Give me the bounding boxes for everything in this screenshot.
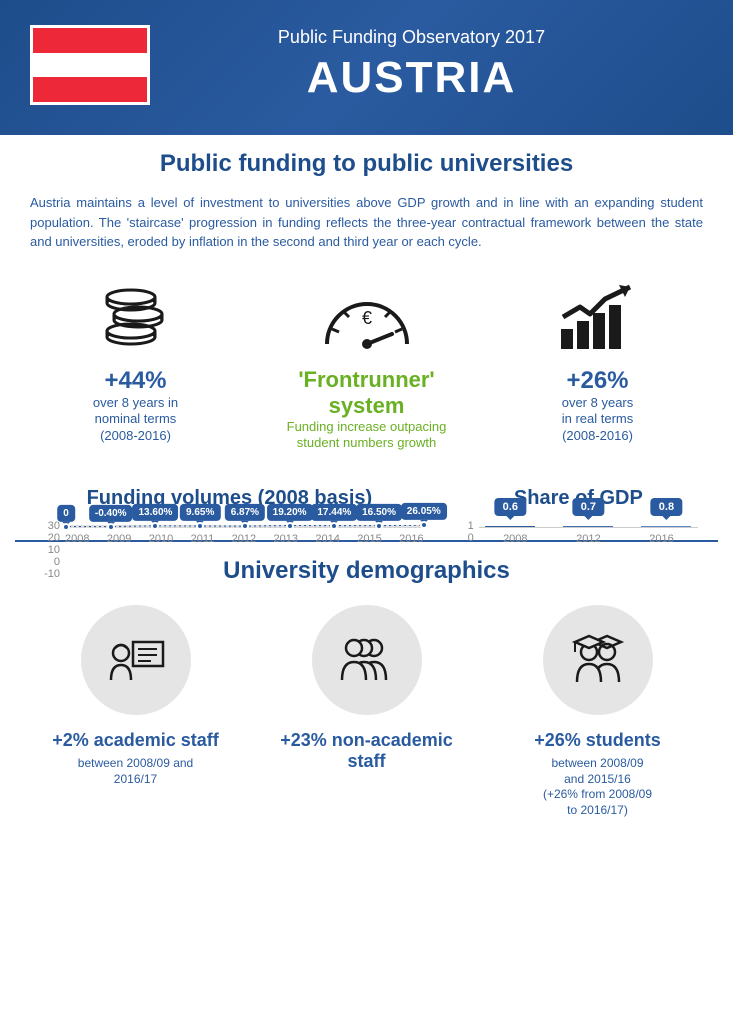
section-title: Public funding to public universities bbox=[30, 150, 703, 178]
data-label: -0.40% bbox=[89, 505, 133, 522]
x-tick: 2015 bbox=[357, 533, 381, 553]
data-point bbox=[330, 522, 338, 530]
data-point bbox=[375, 522, 383, 530]
bar-x-tick: 2016 bbox=[649, 533, 673, 553]
y-tick: -10 bbox=[30, 568, 60, 580]
coins-icon bbox=[30, 277, 241, 357]
demo-value: +23% non-academic staff bbox=[261, 730, 472, 772]
funding-chart: Funding volumes (2008 basis) 3020100-10 … bbox=[30, 487, 429, 520]
bar: 0.7 bbox=[563, 526, 613, 527]
demographics-title: University demographics bbox=[30, 557, 703, 585]
x-tick: 2009 bbox=[107, 533, 131, 553]
data-point bbox=[196, 522, 204, 530]
data-point bbox=[107, 523, 115, 531]
growth-chart-icon bbox=[492, 277, 703, 357]
header-title: AUSTRIA bbox=[120, 53, 703, 103]
svg-text:€: € bbox=[361, 308, 371, 328]
y-axis: 3020100-10 bbox=[30, 520, 60, 528]
header-subtitle: Public Funding Observatory 2017 bbox=[120, 27, 703, 48]
demographics-row: +2% academic staff between 2008/09 and 2… bbox=[30, 605, 703, 818]
data-point bbox=[241, 522, 249, 530]
bar-value-label: 0.8 bbox=[651, 498, 682, 516]
data-label: 9.65% bbox=[180, 504, 220, 521]
header-text-block: Public Funding Observatory 2017 AUSTRIA bbox=[120, 27, 703, 103]
charts-row: Funding volumes (2008 basis) 3020100-10 … bbox=[0, 487, 733, 540]
data-label: 0 bbox=[57, 505, 75, 522]
x-axis: 2008 2009 2010 2011 2012 2013 2014 2015 2016 bbox=[65, 533, 424, 553]
demo-nonacademic: +23% non-academic staff bbox=[261, 605, 472, 818]
academic-staff-icon bbox=[81, 605, 191, 715]
demo-sub: between 2008/09 and 2015/16 (+26% from 2… bbox=[492, 756, 703, 818]
x-tick: 2014 bbox=[315, 533, 339, 553]
intro-paragraph: Austria maintains a level of investment … bbox=[30, 193, 703, 252]
demo-value: +2% academic staff bbox=[30, 730, 241, 751]
stat-label: over 8 years in real terms (2008-2016) bbox=[492, 395, 703, 446]
data-point bbox=[62, 523, 70, 531]
bar-chart-area: 10 0.6 0.7 0.8 2008 2012 2016 bbox=[454, 520, 703, 553]
data-label: 16.50% bbox=[356, 504, 402, 521]
funding-section: Public funding to public universities Au… bbox=[0, 135, 733, 487]
bar-y-tick: 1 bbox=[454, 520, 474, 532]
data-point bbox=[286, 522, 294, 530]
data-label: 26.05% bbox=[401, 503, 447, 520]
demo-sub: between 2008/09 and 2016/17 bbox=[30, 756, 241, 787]
demographics-section: University demographics +2% academic sta… bbox=[0, 542, 733, 833]
x-tick: 2011 bbox=[191, 533, 215, 553]
bar-y-tick: 0 bbox=[454, 532, 474, 544]
bar-x-tick: 2008 bbox=[503, 533, 527, 553]
stats-row: +44% over 8 years in nominal terms (2008… bbox=[30, 277, 703, 453]
x-tick: 2016 bbox=[399, 533, 423, 553]
data-label: 13.60% bbox=[132, 504, 178, 521]
bar: 0.8 bbox=[641, 526, 691, 528]
header-banner: Public Funding Observatory 2017 AUSTRIA bbox=[0, 0, 733, 135]
stat-value: 'Frontrunner' system bbox=[261, 367, 472, 419]
stat-value: +44% bbox=[30, 367, 241, 395]
non-academic-staff-icon bbox=[312, 605, 422, 715]
students-icon bbox=[543, 605, 653, 715]
x-tick: 2013 bbox=[274, 533, 298, 553]
data-label: 17.44% bbox=[311, 504, 357, 521]
stat-nominal: +44% over 8 years in nominal terms (2008… bbox=[30, 277, 241, 446]
data-point bbox=[151, 522, 159, 530]
demo-students: +26% students between 2008/09 and 2015/1… bbox=[492, 605, 703, 818]
stat-label: over 8 years in nominal terms (2008-2016… bbox=[30, 395, 241, 446]
stat-label: Funding increase outpacing student numbe… bbox=[261, 419, 472, 453]
x-tick: 2010 bbox=[149, 533, 173, 553]
stat-value: +26% bbox=[492, 367, 703, 395]
gdp-chart: Share of GDP 10 0.60.70.8 200820122016 bbox=[454, 487, 703, 520]
line-chart-area: 3020100-10 0-0.40%13.60%9.65%6.87%19.20%… bbox=[30, 520, 429, 553]
bar-plot: 0.6 0.7 0.8 bbox=[479, 525, 698, 528]
plot-area: 0-0.40%13.60%9.65%6.87%19.20%17.44%16.50… bbox=[65, 525, 424, 528]
x-tick: 2008 bbox=[65, 533, 89, 553]
demo-academic: +2% academic staff between 2008/09 and 2… bbox=[30, 605, 241, 818]
demo-value: +26% students bbox=[492, 730, 703, 751]
bar-value-label: 0.6 bbox=[495, 498, 526, 516]
gauge-icon: € bbox=[261, 277, 472, 357]
bar-x-axis: 2008 2012 2016 bbox=[479, 533, 698, 553]
bar-y-axis: 10 bbox=[454, 520, 474, 528]
bar-value-label: 0.7 bbox=[573, 498, 604, 516]
bar: 0.6 bbox=[485, 526, 535, 527]
x-tick: 2012 bbox=[232, 533, 256, 553]
data-label: 6.87% bbox=[225, 504, 265, 521]
y-tick: 30 bbox=[30, 520, 60, 532]
stat-real: +26% over 8 years in real terms (2008-20… bbox=[492, 277, 703, 446]
y-tick: 20 bbox=[30, 532, 60, 544]
stat-frontrunner: € 'Frontrunner' system Funding increase … bbox=[261, 277, 472, 453]
data-label: 19.20% bbox=[267, 504, 313, 521]
y-tick: 10 bbox=[30, 544, 60, 556]
y-tick: 0 bbox=[30, 556, 60, 568]
data-point bbox=[420, 521, 428, 529]
bar-x-tick: 2012 bbox=[576, 533, 600, 553]
